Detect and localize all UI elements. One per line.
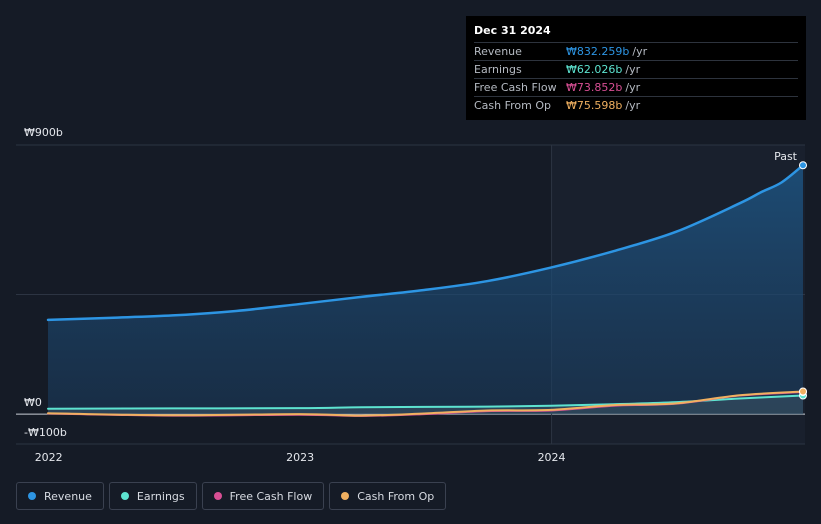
legend-label: Earnings — [136, 489, 185, 503]
tooltip-label: Cash From Op — [474, 99, 552, 112]
tooltip-row-earnings: Earnings ₩62.026b /yr — [474, 60, 798, 78]
x-tick-label: 2024 — [538, 451, 566, 464]
data-tooltip: Dec 31 2024 Revenue ₩832.259b /yr Earnin… — [466, 16, 806, 120]
end-marker-revenue — [799, 161, 807, 170]
end-marker-cash-from-op — [799, 387, 807, 396]
legend-dot-icon — [28, 492, 36, 500]
x-tick-label: 2023 — [286, 451, 314, 464]
y-tick-label: ₩900b — [24, 126, 63, 139]
tooltip-value: ₩73.852b — [566, 81, 623, 94]
x-tick-label: 2022 — [35, 451, 63, 464]
area-revenue — [48, 165, 803, 415]
legend-item-revenue[interactable]: Revenue — [16, 482, 104, 510]
tooltip-label: Revenue — [474, 45, 522, 58]
tooltip-label: Earnings — [474, 63, 522, 76]
tooltip-value: ₩75.598b — [566, 99, 623, 112]
tooltip-row-cash-from-op: Cash From Op ₩75.598b /yr — [474, 96, 798, 114]
area-earnings — [48, 395, 803, 415]
legend-item-cash-from-op[interactable]: Cash From Op — [329, 482, 447, 510]
legend-dot-icon — [120, 492, 129, 500]
tooltip-label: Free Cash Flow — [474, 81, 557, 94]
tooltip-unit: /yr — [625, 99, 641, 112]
legend-label: Revenue — [44, 489, 92, 503]
series-line-cash-from-op — [47, 390, 804, 417]
past-label: Past — [774, 150, 798, 163]
legend-label: Cash From Op — [357, 489, 435, 503]
legend-item-free-cash-flow[interactable]: Free Cash Flow — [201, 482, 325, 510]
tooltip-value: ₩832.259b — [566, 45, 630, 58]
tooltip-date: Dec 31 2024 — [474, 24, 551, 37]
tooltip-row-revenue: Revenue ₩832.259b /yr — [474, 42, 798, 60]
chart-legend: Revenue Earnings Free Cash Flow Cash Fro… — [16, 482, 447, 510]
tooltip-unit: /yr — [625, 63, 641, 76]
y-tick-label: -₩100b — [24, 426, 67, 439]
legend-dot-icon — [213, 492, 222, 500]
tooltip-unit: /yr — [625, 81, 641, 94]
legend-label: Free Cash Flow — [229, 489, 313, 503]
tooltip-row-free-cash-flow: Free Cash Flow ₩73.852b /yr — [474, 78, 798, 96]
legend-dot-icon — [341, 492, 350, 500]
tooltip-value: ₩62.026b — [566, 63, 623, 76]
legend-item-earnings[interactable]: Earnings — [108, 482, 197, 510]
series-line-revenue — [46, 164, 805, 322]
tooltip-unit: /yr — [632, 45, 648, 58]
y-tick-label: ₩0 — [24, 396, 42, 409]
